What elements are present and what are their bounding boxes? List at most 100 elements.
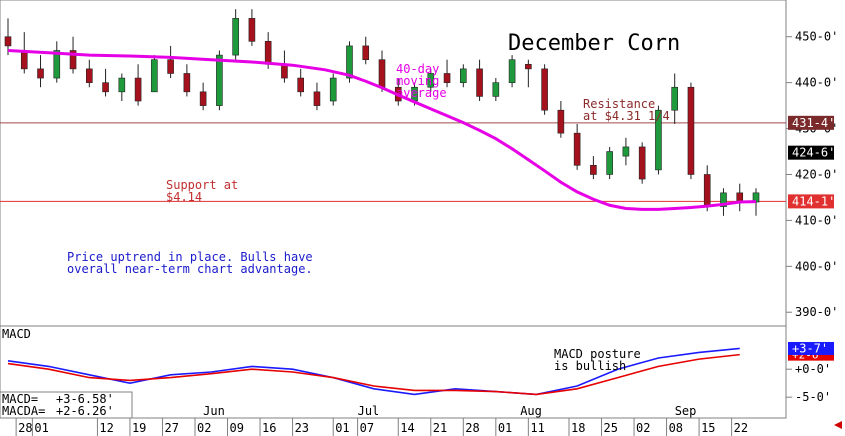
date-tick-label: 16	[262, 421, 276, 435]
candles-layer	[4, 9, 760, 216]
candle	[102, 68, 109, 97]
candle	[183, 64, 191, 97]
date-tick-label: 14	[400, 421, 414, 435]
candle-body	[86, 68, 93, 83]
svg-text:431-4': 431-4'	[792, 116, 835, 130]
candle-body	[281, 63, 288, 79]
candle-body	[346, 45, 353, 79]
macd-panel-title: MACD	[2, 327, 31, 341]
candle-body	[264, 41, 272, 65]
candle-body	[199, 91, 207, 106]
candle-body	[167, 59, 174, 74]
date-tick-label: 19	[132, 421, 146, 435]
date-tick-label: 02	[197, 421, 211, 435]
candle-body	[427, 73, 435, 88]
date-axis: 28 01 12 19 27 02 09 16 23 01 07 14 21 28 01 11 18 25 02 08…	[15, 404, 748, 436]
month-label: Jun	[203, 404, 225, 418]
candle-body	[232, 18, 239, 56]
candle-body	[151, 59, 158, 93]
candle	[720, 188, 727, 216]
date-tick-label: 21	[433, 421, 447, 435]
candle-body	[297, 77, 304, 93]
candle	[427, 68, 435, 92]
candle	[248, 9, 256, 46]
macd-posture-line1: MACD posture	[554, 347, 641, 361]
chart-title: December Corn	[508, 31, 680, 56]
candle-body	[720, 192, 727, 207]
date-tick-label: 02	[636, 421, 650, 435]
candle	[557, 101, 565, 138]
macd-posture-line2: is bullish	[554, 359, 626, 373]
date-tick-label: 09	[230, 421, 244, 435]
date-tick-label: 18	[571, 421, 585, 435]
resistance-price-tag: 431-4'	[788, 115, 835, 130]
candle	[476, 59, 483, 102]
candle	[525, 59, 532, 88]
macd-readout-label: MACD=	[2, 392, 38, 406]
candle	[329, 73, 337, 106]
month-label: Aug	[520, 404, 542, 418]
candle-body	[183, 73, 191, 93]
candle	[736, 183, 744, 212]
candle	[4, 18, 12, 56]
candle	[118, 73, 126, 102]
support-label-line1: Support at	[166, 178, 238, 192]
macd-tag: +3-7'	[788, 341, 834, 355]
svg-text:424-6': 424-6'	[792, 146, 835, 160]
price-tick-label: 450-0'	[795, 30, 838, 44]
candle	[167, 45, 174, 79]
resistance-label-line2: at $4.31 1/4	[583, 109, 670, 123]
date-tick-label: 12	[99, 421, 113, 435]
price-tick-label: 390-0'	[795, 305, 838, 319]
candle	[151, 55, 158, 93]
ma-label-line3: average	[396, 86, 447, 100]
moving-average-line	[7, 49, 757, 211]
candle	[232, 9, 239, 60]
candle-body	[53, 50, 61, 79]
candle	[134, 64, 142, 106]
date-tick-label: 01	[498, 421, 512, 435]
macda-readout-label: MACDA=	[2, 404, 45, 418]
candle-body	[703, 174, 711, 207]
candle	[86, 59, 93, 88]
candle	[460, 64, 467, 88]
svg-text:414-1': 414-1'	[792, 194, 835, 208]
scroll-left-arrow-icon[interactable]	[834, 421, 842, 429]
last-price-tag: 424-6'	[788, 145, 835, 160]
candle-body	[20, 50, 28, 70]
candle	[606, 146, 613, 180]
candle	[508, 55, 516, 88]
candle	[297, 68, 304, 97]
candle-body	[671, 86, 678, 111]
candle-body	[460, 68, 467, 83]
candle-body	[508, 59, 516, 83]
candle-body	[69, 50, 77, 70]
date-tick-label: 15	[701, 421, 715, 435]
price-tick-label: 400-0'	[795, 259, 838, 273]
support-label-line2: $4.14	[166, 190, 202, 204]
candle	[443, 59, 451, 88]
candle	[541, 64, 548, 115]
macd-line	[7, 347, 740, 396]
candle	[492, 78, 500, 102]
candle-body	[573, 132, 581, 166]
uptrend-note-line2: overall near-term chart advantage.	[67, 262, 313, 276]
date-tick-label: 27	[164, 421, 178, 435]
macd-tick-label: -5-0'	[795, 390, 831, 404]
macd-axis: +0-0' -5-0'	[786, 362, 831, 404]
macd-readout-box	[0, 391, 133, 419]
candle-body	[655, 109, 662, 171]
candle-body	[557, 109, 565, 134]
candle-body	[687, 86, 695, 175]
candle	[37, 55, 44, 88]
candle-body	[638, 146, 646, 180]
candle-body	[492, 82, 500, 97]
candle-body	[362, 45, 370, 60]
date-tick-label: 28	[18, 421, 32, 435]
candle	[655, 105, 662, 175]
date-tick-label: 08	[669, 421, 683, 435]
candle-body	[476, 68, 483, 97]
candle	[590, 156, 597, 180]
candle-body	[134, 77, 142, 102]
price-tick-label: 440-0'	[795, 76, 838, 90]
